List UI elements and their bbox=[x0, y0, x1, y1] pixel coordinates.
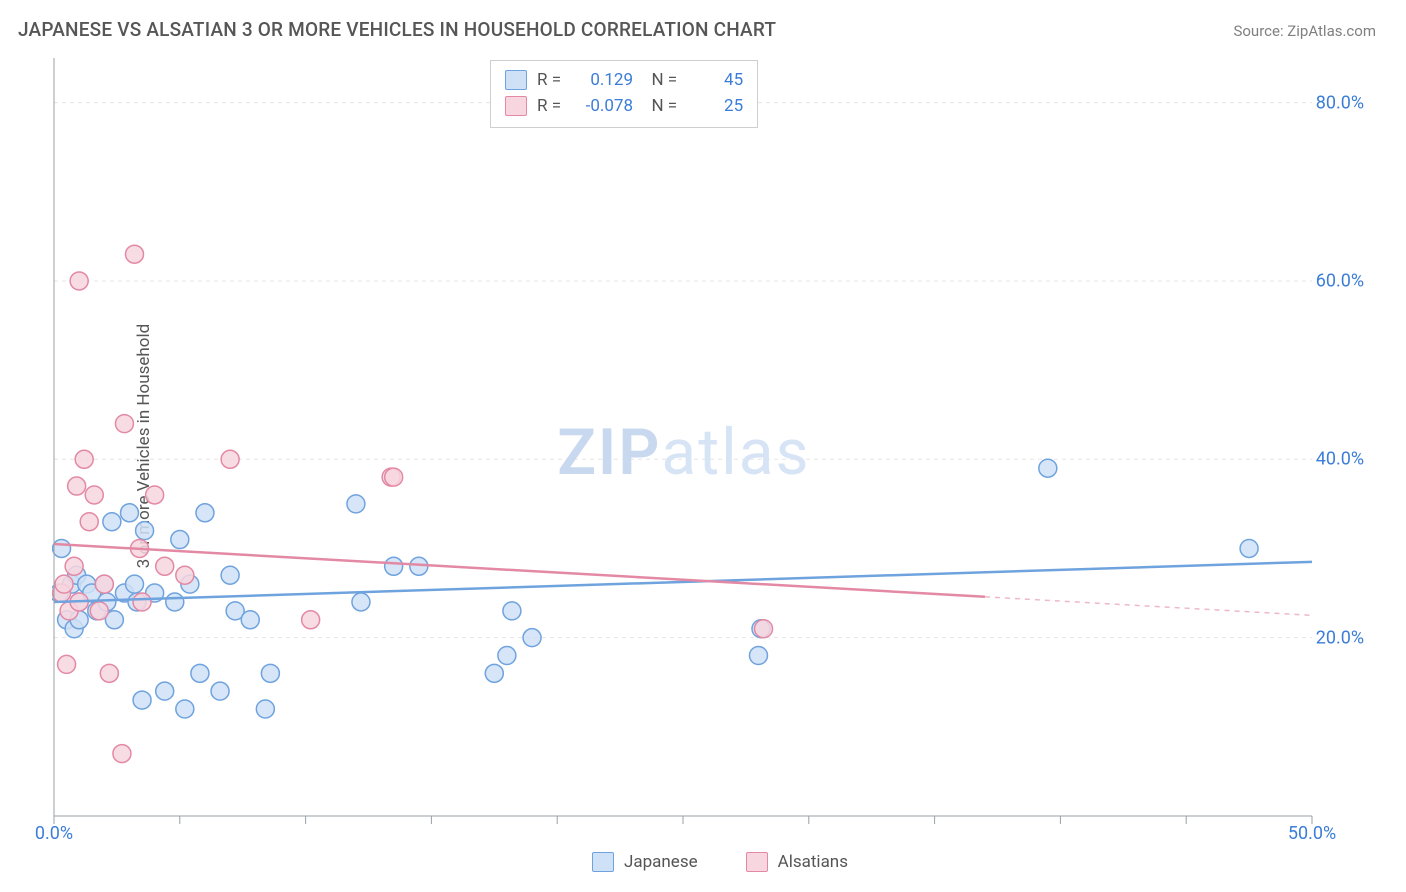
y-tick-label: 20.0% bbox=[1316, 627, 1364, 648]
legend-label: Japanese bbox=[624, 852, 698, 872]
legend-swatch bbox=[746, 852, 768, 872]
x-tick-label: 50.0% bbox=[1288, 823, 1336, 844]
n-label: N = bbox=[643, 96, 677, 116]
series-swatch bbox=[505, 70, 527, 90]
legend-item: Japanese bbox=[592, 852, 698, 872]
legend-label: Alsatians bbox=[778, 852, 848, 872]
source-label: Source: ZipAtlas.com bbox=[1233, 22, 1376, 40]
y-tick-label: 40.0% bbox=[1316, 449, 1364, 470]
n-label: N = bbox=[643, 70, 677, 90]
y-tick-label: 80.0% bbox=[1316, 92, 1364, 113]
r-label: R = bbox=[537, 70, 561, 90]
n-value: 45 bbox=[687, 70, 743, 90]
chart-title: JAPANESE VS ALSATIAN 3 OR MORE VEHICLES … bbox=[18, 18, 776, 41]
scatter-chart bbox=[52, 56, 1372, 846]
legend-item: Alsatians bbox=[746, 852, 848, 872]
r-value: 0.129 bbox=[571, 70, 633, 90]
x-tick-label: 0.0% bbox=[35, 823, 73, 844]
legend-swatch bbox=[592, 852, 614, 872]
n-value: 25 bbox=[687, 96, 743, 116]
series-legend: Japanese Alsatians bbox=[592, 852, 848, 872]
correlation-row: R = -0.078 N = 25 bbox=[505, 93, 743, 119]
chart-container: JAPANESE VS ALSATIAN 3 OR MORE VEHICLES … bbox=[0, 0, 1406, 892]
series-swatch bbox=[505, 96, 527, 116]
r-label: R = bbox=[537, 96, 561, 116]
plot-area: ZIPatlas R =0.129 N =45R =-0.078 N =25 J… bbox=[52, 56, 1372, 846]
correlation-legend-box: R = 0.129 N = 45 R = -0.078 N = 25 bbox=[490, 60, 758, 128]
correlation-row: R = 0.129 N = 45 bbox=[505, 67, 743, 93]
y-tick-label: 60.0% bbox=[1316, 270, 1364, 291]
r-value: -0.078 bbox=[571, 96, 633, 116]
